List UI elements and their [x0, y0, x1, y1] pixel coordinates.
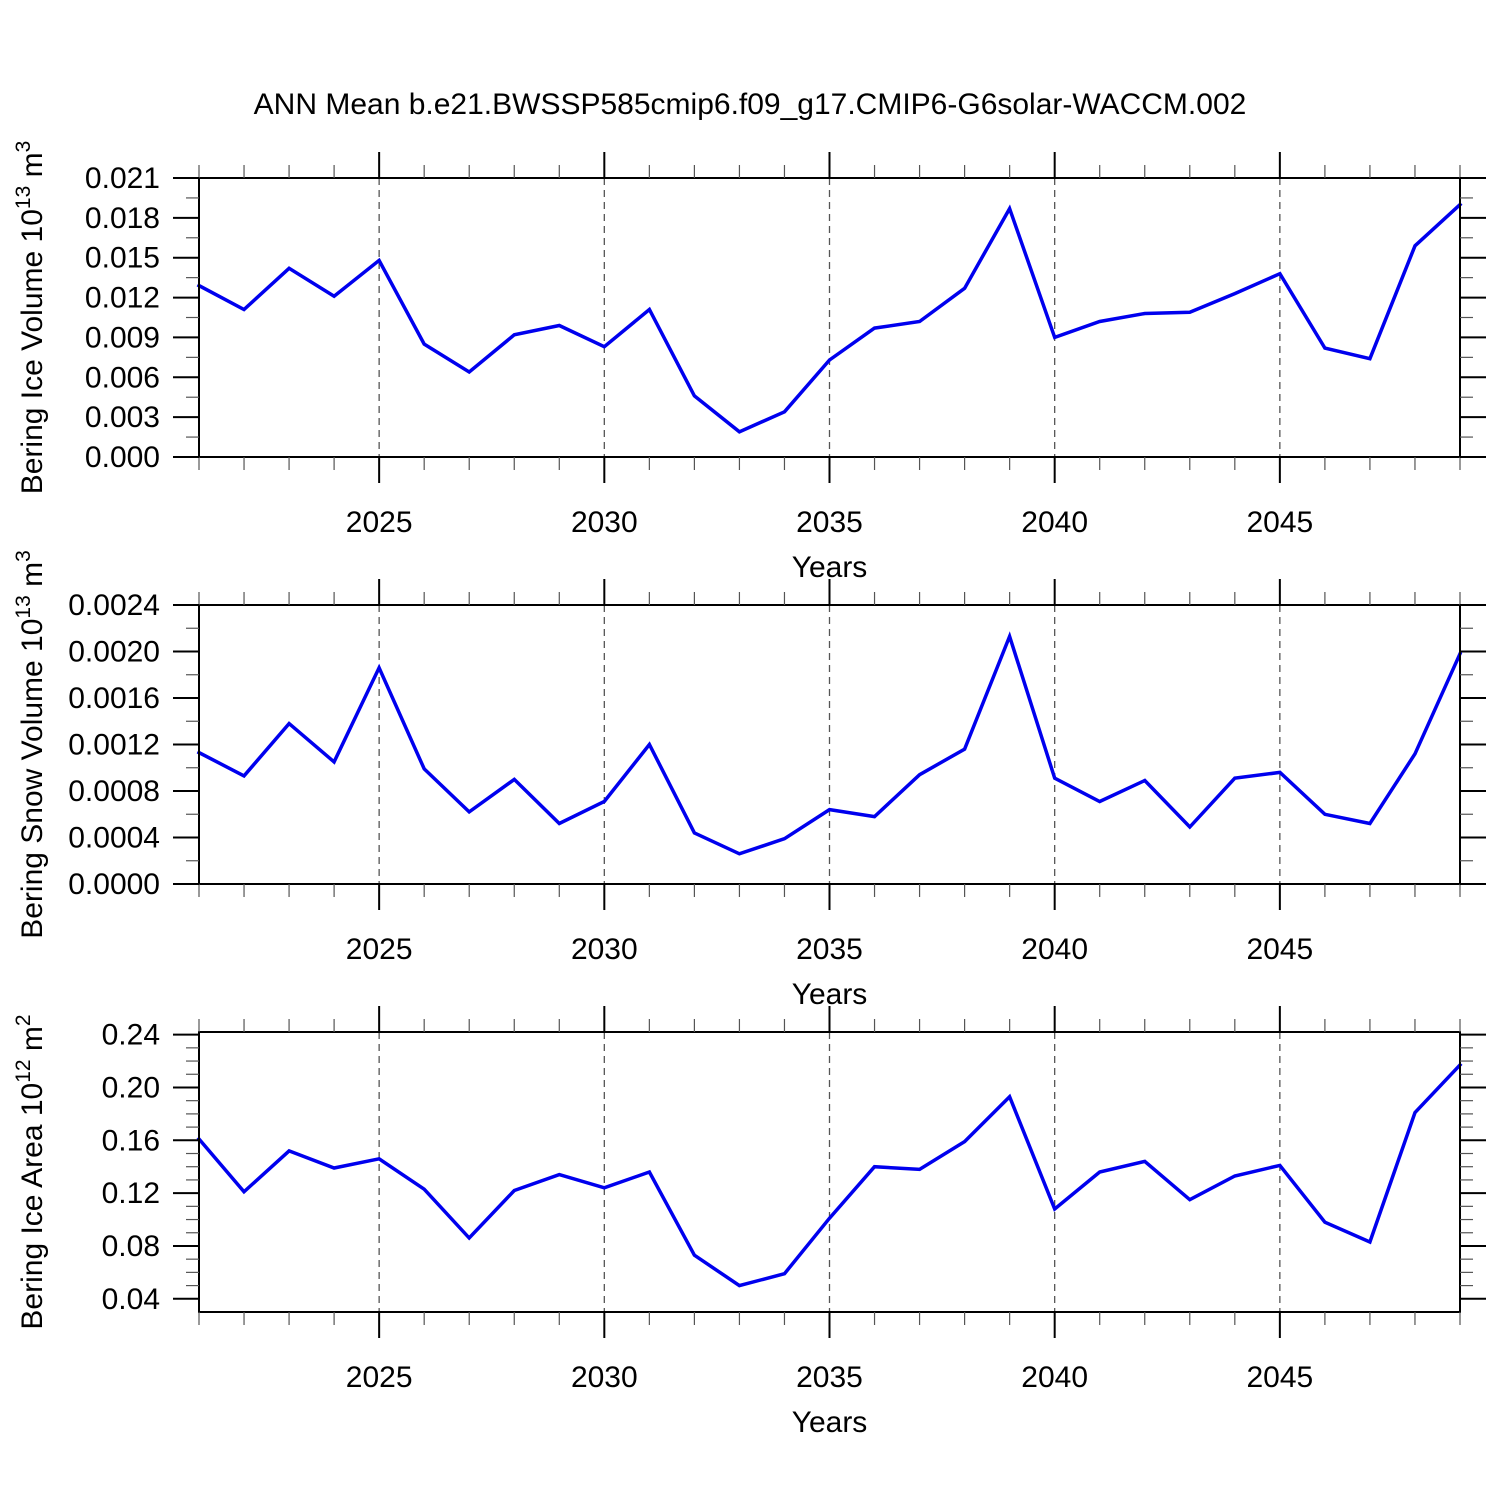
y-tick-label: 0.16: [102, 1124, 160, 1157]
y-axis-label: Bering Ice Volume 1013 m3: [12, 141, 49, 495]
x-tick-label: 2035: [796, 506, 863, 539]
y-tick-label: 0.021: [85, 162, 160, 195]
bering-ice-area-line: [196, 1062, 1463, 1288]
chart-title: ANN Mean b.e21.BWSSP585cmip6.f09_g17.CMI…: [253, 88, 1247, 121]
x-tick-label: 2045: [1246, 506, 1313, 539]
y-tick-label: 0.0000: [68, 868, 160, 901]
x-tick-label: 2040: [1021, 1361, 1088, 1394]
y-tick-label: 0.12: [102, 1177, 160, 1210]
bering-snow-volume-line: [196, 631, 1463, 856]
x-tick-label: 2035: [796, 1361, 863, 1394]
y-axis-label: Bering Ice Area 1012 m2: [12, 1014, 49, 1329]
x-axis-label: Years: [792, 1406, 868, 1439]
x-tick-label: 2030: [571, 506, 638, 539]
panel-bering-snow-volume: 0.0024 0.0020 0.0016 0.0012 0.0008 0.0004 0.00…: [12, 550, 1486, 1011]
x-tick-label: 2025: [346, 933, 413, 966]
y-tick-label: 0.0020: [68, 636, 160, 669]
x-tick-label: 2040: [1021, 506, 1088, 539]
y-tick-label: 0.006: [85, 361, 160, 394]
y-tick-label: 0.04: [102, 1283, 160, 1316]
x-tick-label: 2030: [571, 933, 638, 966]
y-tick-label: 0.20: [102, 1071, 160, 1104]
y-tick-label: 0.0004: [68, 822, 160, 855]
x-tick-label: 2025: [346, 506, 413, 539]
x-tick-label: 2025: [346, 1361, 413, 1394]
y-tick-label: 0.018: [85, 202, 160, 235]
x-axis-label: Years: [792, 551, 868, 584]
bering-ice-volume-line: [196, 202, 1463, 434]
y-tick-label: 0.012: [85, 282, 160, 315]
y-tick-label: 0.0024: [68, 589, 160, 622]
x-tick-label: 2030: [571, 1361, 638, 1394]
x-tick-label: 2040: [1021, 933, 1088, 966]
x-axis-label: Years: [792, 978, 868, 1011]
y-tick-label: 0.0016: [68, 682, 160, 715]
y-tick-label: 0.000: [85, 441, 160, 474]
y-tick-label: 0.003: [85, 401, 160, 434]
x-tick-label: 2035: [796, 933, 863, 966]
y-tick-label: 0.0008: [68, 775, 160, 808]
y-tick-label: 0.24: [102, 1019, 160, 1052]
y-axis-label: Bering Snow Volume 1013 m3: [12, 550, 49, 939]
x-tick-label: 2045: [1246, 933, 1313, 966]
y-tick-label: 0.015: [85, 242, 160, 275]
panel-bering-ice-area: 0.24 0.20 0.16 0.12 0.08 0.04 2025 2030 2035 2040…: [12, 1006, 1486, 1439]
y-tick-label: 0.009: [85, 321, 160, 354]
y-tick-label: 0.0012: [68, 729, 160, 762]
x-tick-label: 2045: [1246, 1361, 1313, 1394]
panel-bering-ice-volume: 0.021 0.018 0.015 0.012 0.009 0.006 0.003 0.000…: [12, 141, 1486, 584]
y-tick-label: 0.08: [102, 1230, 160, 1263]
